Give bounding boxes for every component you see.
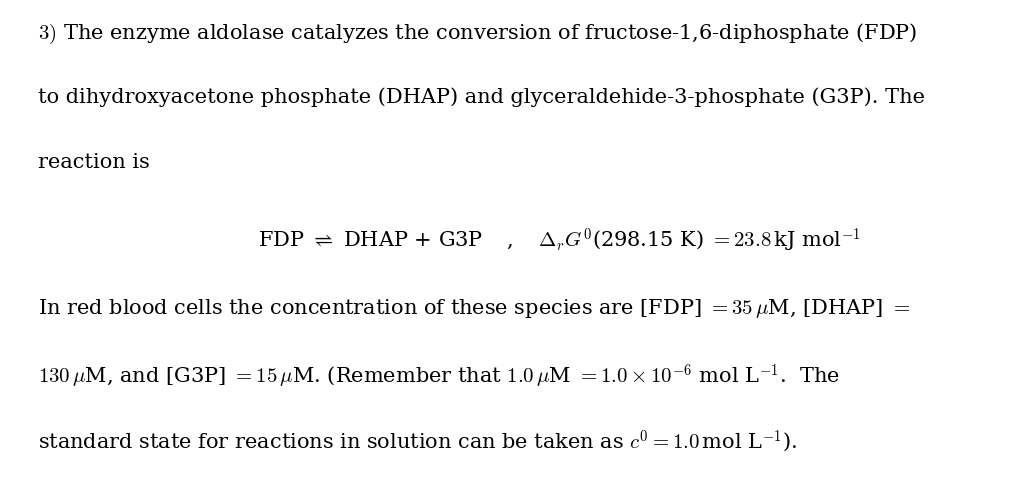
Text: FDP $\rightleftharpoons$ DHAP + G3P $\quad$,$\quad$ $\Delta_r G^0$(298.15 K) $= : FDP $\rightleftharpoons$ DHAP + G3P $\qu… xyxy=(258,226,861,255)
Text: to dihydroxyacetone phosphate (DHAP) and glyceraldehide-3-phosphate (G3P). The: to dihydroxyacetone phosphate (DHAP) and… xyxy=(38,88,925,107)
Text: reaction is: reaction is xyxy=(38,153,150,172)
Text: standard state for reactions in solution can be taken as $c^0 = 1.0\,$mol L$^{-1: standard state for reactions in solution… xyxy=(38,429,797,455)
Text: $130\,\mu$M, and [G3P] $= 15\,\mu$M. (Remember that $1.0\,\mu$M $= 1.0 \times 10: $130\,\mu$M, and [G3P] $= 15\,\mu$M. (Re… xyxy=(38,363,840,391)
Text: In red blood cells the concentration of these species are [FDP] $= 35\,\mu$M, [D: In red blood cells the concentration of … xyxy=(38,297,911,320)
Text: $\mathbf{3)}$ The enzyme aldolase catalyzes the conversion of fructose-1,6-dipho: $\mathbf{3)}$ The enzyme aldolase cataly… xyxy=(38,22,918,46)
